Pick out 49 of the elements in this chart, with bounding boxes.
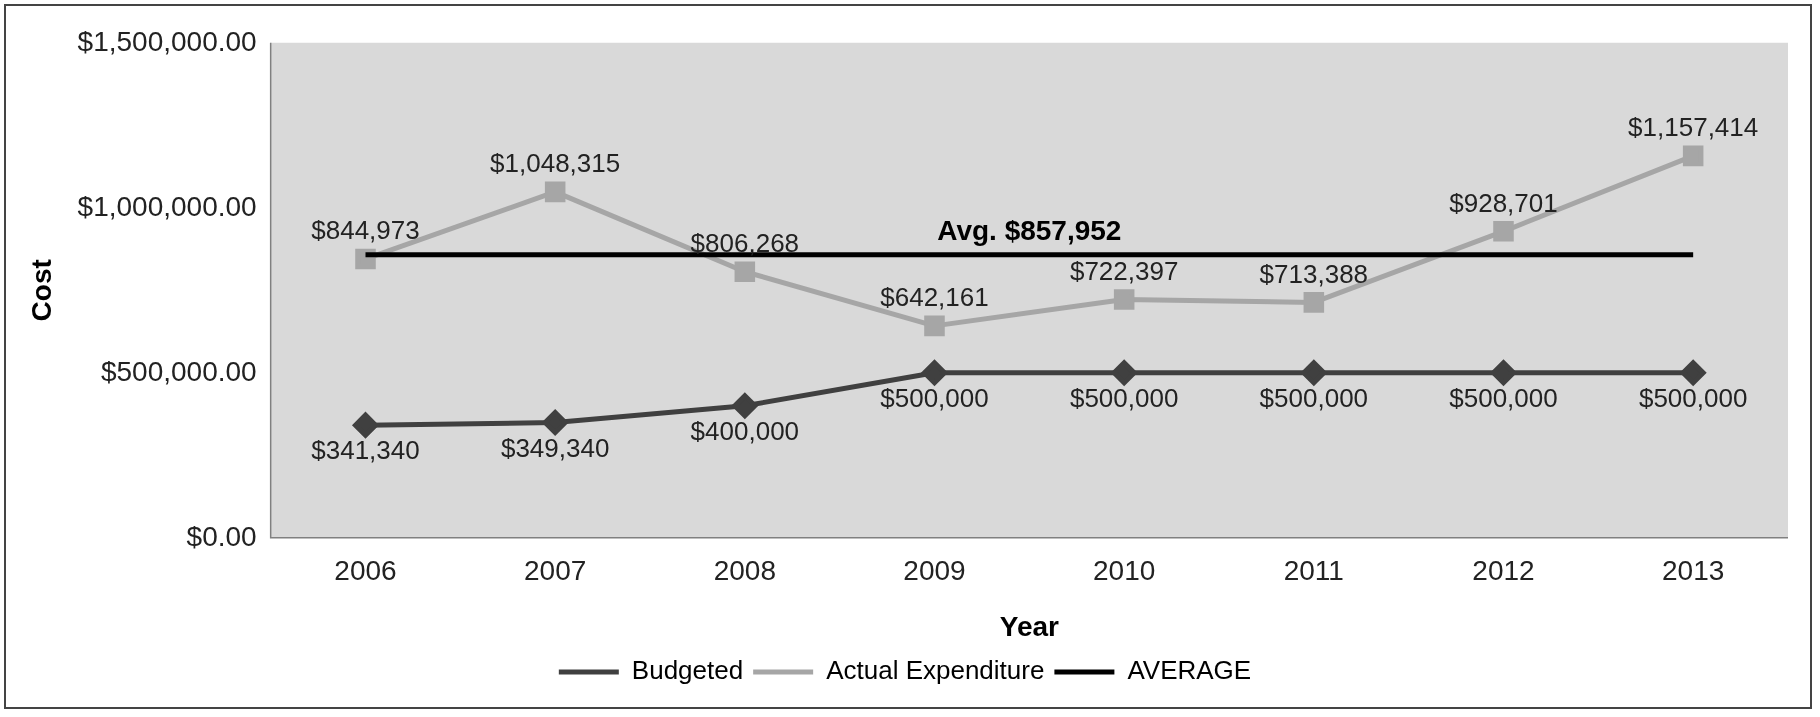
point	[922, 360, 947, 386]
data-label: $349,340	[500, 432, 610, 463]
point	[1303, 292, 1325, 313]
data-label: $500,000	[1069, 382, 1179, 413]
y-tick-label: $1,500,000.00	[77, 25, 257, 57]
point	[1682, 145, 1704, 167]
legend-label: Actual Expenditure	[826, 655, 1045, 686]
x-axis-title: Year	[999, 610, 1060, 642]
x-tick-label: 2006	[334, 555, 397, 587]
y-tick-label: $1,000,000.00	[77, 190, 257, 222]
data-label: $500,000	[880, 382, 989, 413]
data-label: $400,000	[690, 415, 800, 446]
legend-label: AVERAGE	[1127, 655, 1252, 686]
point	[1680, 360, 1706, 386]
annotation: Avg. $857,952	[937, 215, 1122, 247]
data-label: $928,701	[1449, 187, 1558, 218]
point	[1491, 360, 1516, 386]
data-label: $806,268	[690, 227, 800, 258]
point	[734, 261, 756, 283]
point	[924, 315, 945, 337]
point	[732, 393, 758, 419]
data-label: $341,340	[311, 435, 420, 466]
point	[542, 410, 568, 436]
point	[1113, 289, 1135, 310]
data-label: $722,397	[1069, 255, 1179, 286]
x-tick-label: 2007	[524, 555, 587, 587]
data-label: $713,388	[1259, 258, 1369, 289]
data-label: $500,000	[1449, 382, 1558, 413]
data-label: $500,000	[1259, 382, 1369, 413]
y-tick-label: $0.00	[186, 520, 257, 552]
point	[544, 181, 566, 203]
point	[352, 412, 378, 438]
x-tick-label: 2012	[1472, 555, 1535, 587]
data-label: $1,048,315	[490, 148, 621, 179]
point	[1111, 360, 1137, 386]
data-label: $844,973	[311, 215, 420, 246]
x-tick-label: 2010	[1093, 555, 1156, 587]
y-tick-label: $500,000.00	[100, 355, 257, 387]
point	[1493, 221, 1514, 242]
data-label: $642,161	[880, 282, 989, 313]
x-tick-label: 2009	[903, 555, 966, 587]
x-tick-label: 2008	[713, 555, 776, 587]
x-tick-label: 2013	[1662, 555, 1725, 587]
data-label: $500,000	[1638, 382, 1748, 413]
data-label: $1,157,414	[1628, 112, 1759, 143]
x-tick-label: 2011	[1283, 555, 1344, 587]
legend-label: Budgeted	[631, 655, 744, 686]
y-axis-title: Cost	[25, 259, 57, 322]
point	[1301, 360, 1327, 386]
